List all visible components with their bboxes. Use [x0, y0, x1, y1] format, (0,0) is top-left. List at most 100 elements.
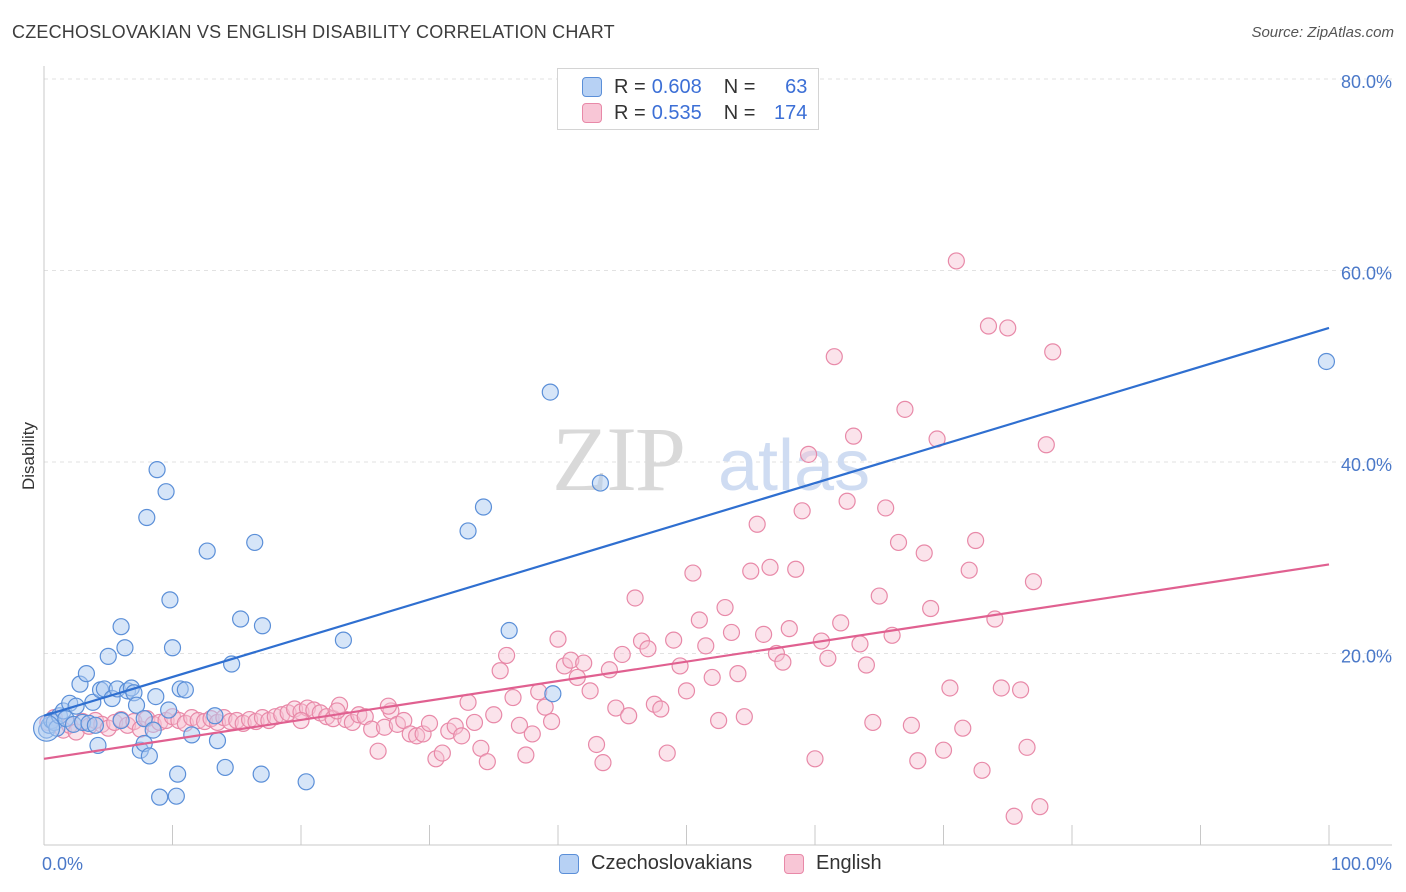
english-point	[889, 533, 908, 552]
english-point	[780, 620, 798, 638]
czech-point	[138, 508, 156, 527]
english-legend-label: English	[816, 852, 882, 874]
czech-point	[140, 747, 158, 765]
czech-point	[459, 522, 477, 540]
czech-point	[474, 498, 493, 516]
czech-point	[206, 707, 224, 725]
english-point	[665, 631, 683, 649]
english-point	[877, 499, 895, 517]
bottom-legend-czech: Czechoslovakians	[559, 852, 752, 875]
czech-point	[176, 681, 194, 699]
english-point	[375, 718, 394, 736]
czech-point	[116, 639, 134, 657]
english-point	[684, 564, 702, 582]
english-point	[973, 761, 991, 779]
english-point	[639, 640, 657, 658]
english-point	[658, 744, 676, 762]
czech-point	[1317, 352, 1336, 371]
english-point	[369, 742, 387, 760]
y-axis-title: Disability	[19, 421, 38, 490]
english-point	[517, 746, 535, 764]
english-point	[427, 750, 445, 768]
source-label: Source: ZipAtlas.com	[1251, 24, 1394, 41]
english-point	[735, 708, 753, 726]
english-point	[774, 653, 792, 671]
english-point	[722, 623, 741, 642]
czech-point	[112, 711, 130, 730]
czech-point	[135, 710, 153, 728]
english-point	[703, 668, 721, 687]
english-point	[864, 713, 882, 732]
czech-point	[252, 765, 270, 783]
english-point	[498, 646, 516, 665]
czech-point	[232, 610, 250, 628]
english-point	[677, 682, 696, 700]
english-point	[915, 544, 933, 562]
english-point	[1024, 573, 1043, 591]
czech-legend-swatch-icon	[559, 853, 579, 874]
tick-labels: 20.0% 40.0% 60.0% 80.0% 0.0% 100.0%	[42, 72, 1392, 874]
x-tick-label-start: 0.0%	[42, 854, 83, 874]
english-point	[420, 714, 439, 732]
y-tick-label: 20.0%	[1341, 647, 1392, 667]
bottom-legend-english: English	[784, 852, 882, 875]
english-point	[408, 727, 426, 745]
english-point	[793, 502, 811, 520]
english-point	[1005, 807, 1023, 825]
czech-point	[99, 647, 117, 665]
english-point	[941, 679, 959, 697]
czech-point	[500, 621, 518, 640]
english-point	[960, 561, 978, 579]
english-point	[414, 725, 432, 743]
legend-n-label: N =	[723, 75, 756, 98]
czech-point	[161, 591, 179, 609]
english-point	[902, 716, 920, 734]
legend-r-value: 0.535	[651, 101, 702, 124]
english-point	[934, 741, 953, 759]
english-point	[620, 707, 638, 725]
y-tick-label: 60.0%	[1341, 264, 1392, 284]
english-point	[954, 719, 972, 737]
english-point	[851, 635, 869, 653]
axes	[43, 66, 1392, 846]
english-point	[690, 611, 708, 629]
english-point	[748, 515, 766, 533]
trend-lines	[43, 326, 1330, 760]
english-point	[485, 706, 503, 724]
english-point	[999, 319, 1017, 337]
english-point	[433, 744, 451, 762]
czech-point	[591, 474, 610, 492]
english-point	[459, 693, 477, 711]
english-point	[832, 614, 850, 632]
english-point	[896, 400, 914, 418]
english-point	[979, 317, 998, 335]
legend-n-value: 174	[774, 101, 808, 124]
english-point	[1011, 681, 1030, 699]
english-point	[992, 679, 1010, 697]
english-point	[1044, 343, 1062, 361]
english-point	[189, 711, 207, 730]
english-point	[607, 699, 625, 717]
english-point	[1018, 738, 1036, 756]
english-point	[922, 599, 940, 618]
english-point	[478, 753, 496, 771]
english-point	[819, 649, 837, 667]
watermark-zip: ZIP	[552, 408, 684, 510]
czech-point	[246, 533, 264, 552]
english-point	[710, 711, 728, 730]
english-point	[697, 637, 715, 655]
czech-point	[297, 773, 315, 791]
czech-point	[198, 542, 216, 560]
legend-row-english: R = 0.535 N = 174	[582, 101, 807, 125]
english-point	[600, 661, 619, 679]
english-point	[613, 645, 631, 664]
english-point	[453, 727, 471, 745]
english-point	[465, 713, 484, 732]
english-point	[549, 630, 567, 648]
english-point	[523, 725, 541, 743]
czech-point	[151, 788, 169, 806]
english-point	[716, 598, 734, 617]
english-point	[536, 698, 554, 716]
legend-n-value: 63	[785, 75, 808, 98]
